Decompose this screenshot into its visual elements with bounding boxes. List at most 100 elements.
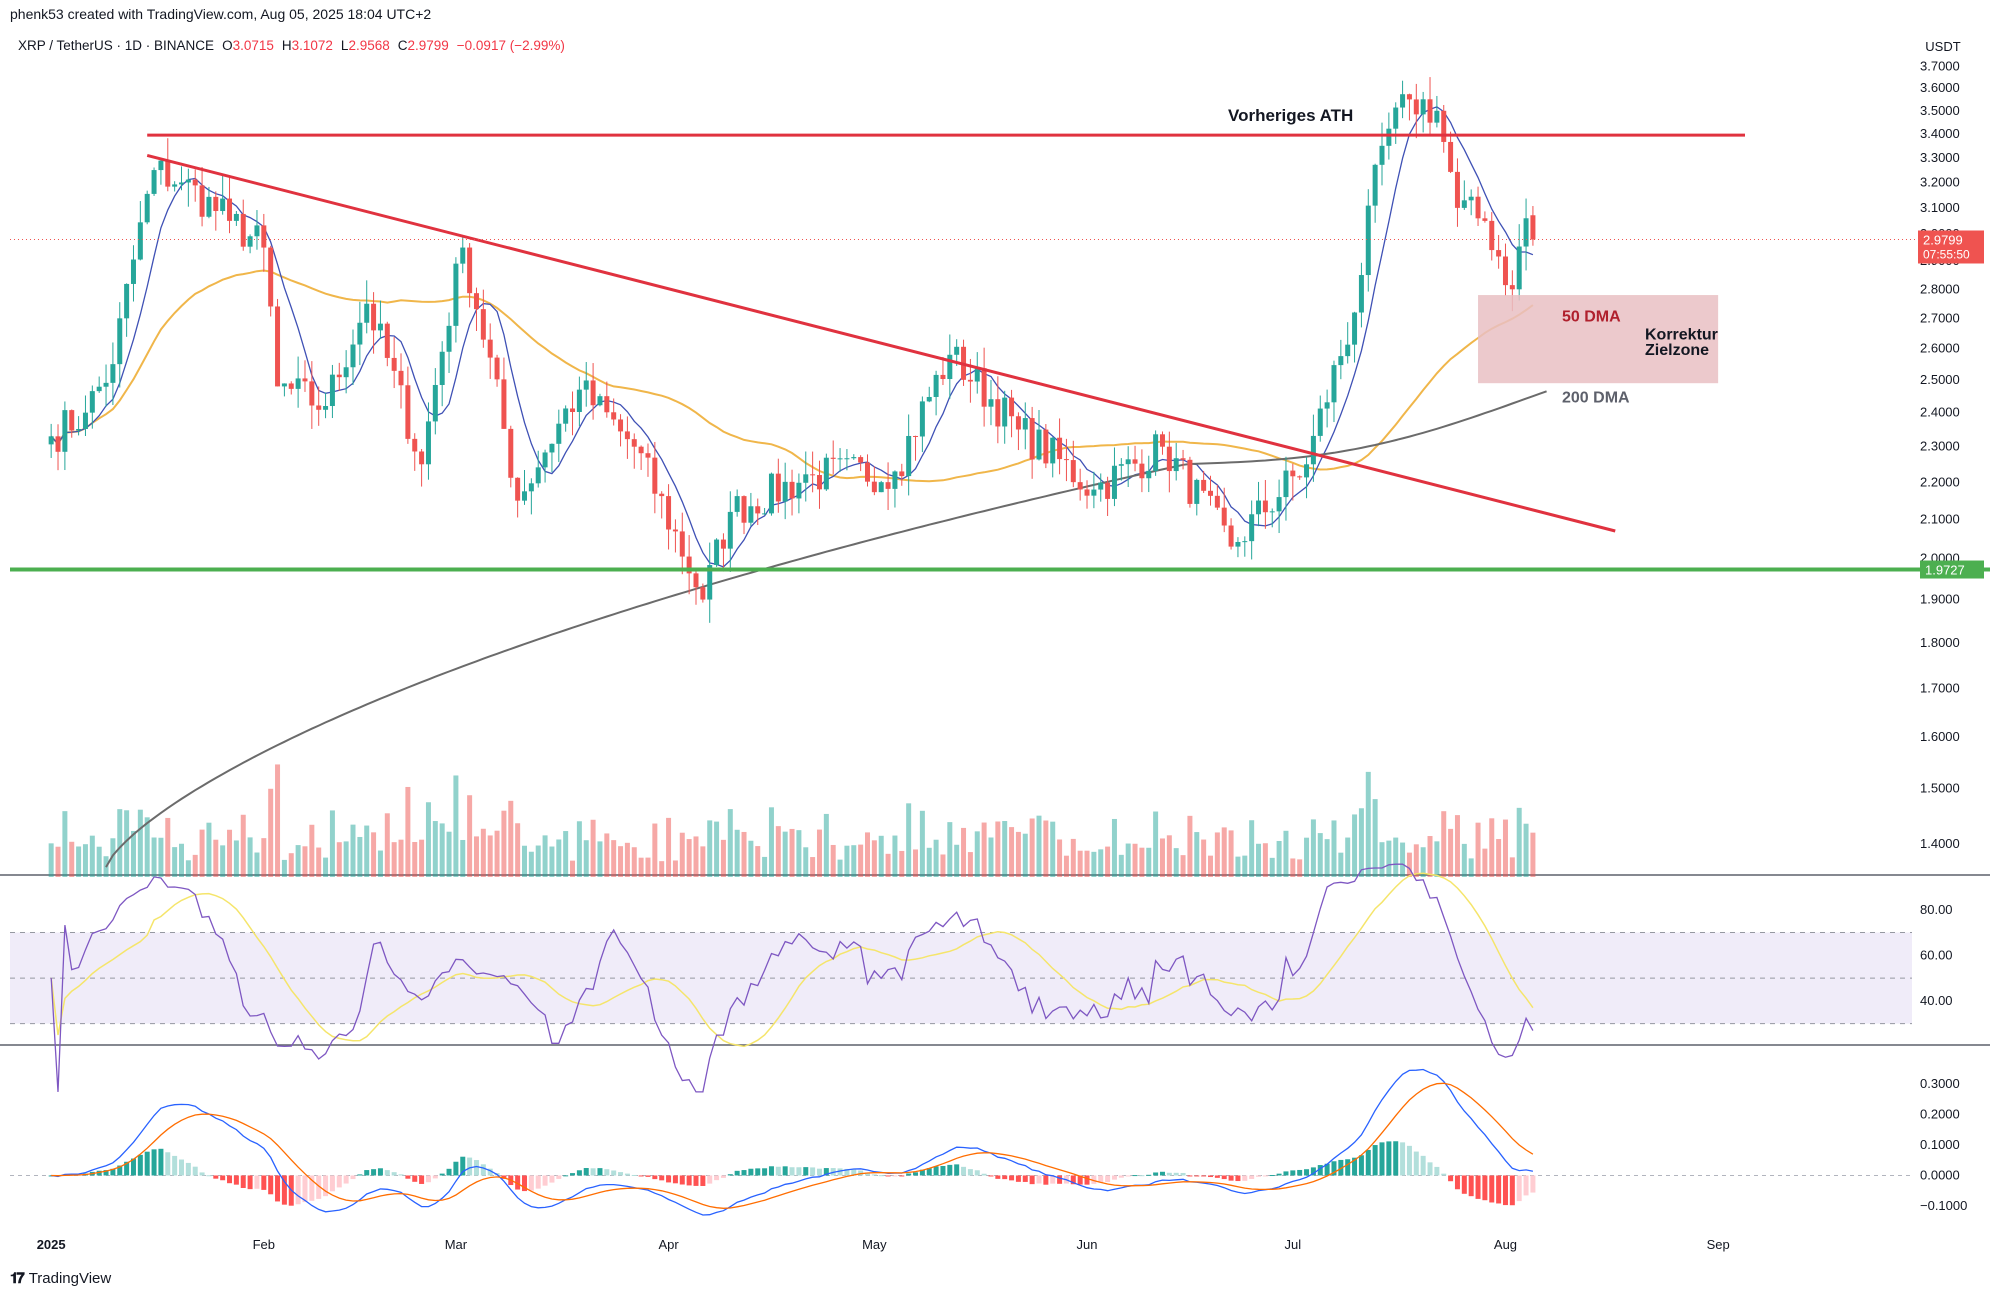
macd-histogram-bar	[1365, 1149, 1371, 1176]
volume-bar	[1057, 839, 1063, 877]
candle-body	[1187, 459, 1193, 504]
candle-body	[981, 368, 987, 407]
volume-bar	[1406, 852, 1412, 877]
macd-histogram-bar	[748, 1168, 754, 1176]
macd-histogram-bar	[343, 1175, 349, 1184]
volume-bar	[631, 847, 637, 877]
tradingview-logo[interactable]: 𝟏𝟕 TradingView	[10, 1270, 111, 1287]
macd-histogram-bar	[666, 1175, 672, 1183]
candle-body	[309, 381, 315, 406]
support-price-label: 1.9727	[1925, 563, 1965, 578]
candle-body	[137, 222, 143, 260]
macd-histogram-bar	[1002, 1175, 1008, 1180]
volume-bar	[158, 837, 164, 877]
macd-histogram-bar	[892, 1175, 898, 1177]
macd-histogram-bar	[1269, 1175, 1275, 1177]
macd-tick-label: 0.0000	[1920, 1167, 1960, 1182]
volume-bar	[686, 839, 692, 877]
macd-histogram-bar	[1317, 1165, 1323, 1176]
macd-histogram-bar	[803, 1167, 809, 1176]
volume-bar	[672, 860, 678, 877]
descending-trendline	[146, 153, 1616, 533]
candle-body	[1420, 99, 1426, 115]
macd-histogram-bar	[329, 1175, 335, 1192]
macd-histogram-bar	[1420, 1155, 1426, 1176]
volume-bar	[1015, 831, 1021, 877]
candle-body	[1475, 196, 1481, 219]
candle-body	[851, 457, 857, 459]
candle-body	[62, 410, 68, 452]
volume-bar	[563, 831, 569, 877]
currency-unit-button[interactable]: USDT	[1925, 39, 1961, 54]
volume-bar	[604, 833, 610, 877]
volume-bar	[172, 847, 178, 877]
macd-histogram-bar	[1173, 1172, 1179, 1176]
macd-histogram-bar	[755, 1168, 761, 1176]
time-tick-label: Mar	[445, 1237, 468, 1252]
macd-histogram-bar	[473, 1160, 479, 1176]
macd-histogram-bar	[1159, 1171, 1165, 1176]
countdown-label: 07:55:50	[1923, 247, 1970, 261]
volume-bar	[1379, 842, 1385, 877]
macd-histogram-bar	[1502, 1175, 1508, 1206]
candle-body	[69, 410, 75, 431]
candle-body	[1201, 479, 1207, 491]
macd-histogram-bar	[727, 1174, 733, 1176]
candle-body	[954, 346, 960, 355]
candle-body	[192, 179, 198, 186]
macd-histogram-bar	[926, 1168, 932, 1176]
macd-histogram-bar	[1009, 1175, 1015, 1181]
macd-histogram-bar	[357, 1174, 363, 1176]
candle-body	[1050, 437, 1056, 464]
volume-bar	[522, 845, 527, 877]
candle-body	[1002, 397, 1008, 427]
chart-credit: phenk53 created with TradingView.com, Au…	[10, 6, 432, 22]
candle-body	[995, 399, 1001, 427]
candle-body	[480, 309, 486, 340]
symbol-name[interactable]: XRP / TetherUS · 1D · BINANCE	[18, 38, 215, 53]
volume-bar	[1372, 799, 1378, 877]
candle-body	[350, 344, 356, 368]
candle-body	[329, 374, 335, 407]
volume-bar	[844, 845, 850, 877]
price-tick-label: 2.1000	[1920, 511, 1960, 526]
volume-bar	[1413, 844, 1419, 877]
volume-bar	[144, 817, 150, 877]
macd-histogram-bar	[1208, 1175, 1213, 1178]
candle-body	[707, 565, 713, 600]
candle-body	[1228, 525, 1234, 547]
macd-histogram-bar	[268, 1175, 274, 1195]
macd-histogram-bar	[295, 1175, 301, 1205]
macd-histogram-bar	[384, 1170, 390, 1176]
volume-bar	[954, 844, 960, 877]
volume-bar	[494, 830, 500, 877]
macd-histogram-bar	[652, 1175, 658, 1180]
price-tick-label: 3.5000	[1920, 103, 1960, 118]
macd-histogram-bar	[240, 1175, 246, 1188]
volume-bar	[666, 817, 672, 877]
macd-histogram-bar	[398, 1174, 404, 1176]
volume-bar	[892, 835, 898, 877]
candle-body	[913, 435, 919, 437]
volume-bar	[364, 825, 370, 877]
volume-bar	[871, 840, 877, 877]
candle-body	[885, 482, 891, 489]
candle-body	[1043, 429, 1049, 464]
macd-histogram	[48, 1141, 1536, 1206]
volume-bar	[377, 850, 383, 877]
volume-bar	[213, 839, 219, 877]
macd-histogram-bar	[782, 1166, 788, 1176]
candle-body	[494, 357, 500, 380]
candle-body	[357, 322, 363, 345]
candle-body	[1180, 458, 1186, 460]
candle-body	[1146, 470, 1152, 479]
volume-bar	[165, 817, 171, 877]
price-tick-label: 1.5000	[1920, 781, 1960, 796]
volume-bar	[1091, 851, 1097, 877]
volume-bar	[384, 813, 390, 877]
macd-histogram-bar	[1015, 1175, 1021, 1182]
volume-bar	[638, 857, 644, 877]
volume-bar	[110, 838, 116, 877]
candle-body	[501, 379, 507, 429]
